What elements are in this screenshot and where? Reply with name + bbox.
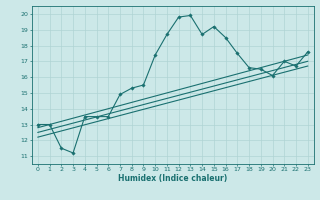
X-axis label: Humidex (Indice chaleur): Humidex (Indice chaleur)	[118, 174, 228, 183]
